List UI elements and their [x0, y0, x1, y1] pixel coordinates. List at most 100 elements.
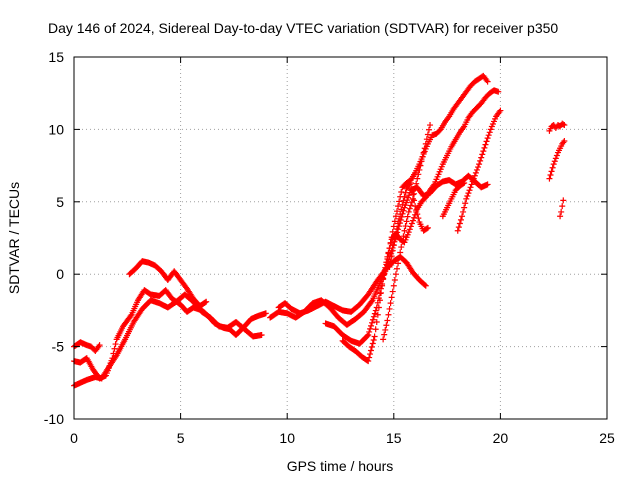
data-point: [369, 319, 376, 326]
data-point: [461, 179, 468, 186]
data-point: [550, 161, 557, 168]
data-point: [560, 121, 567, 128]
grid-lines: [74, 57, 607, 419]
series-arc-15: [557, 197, 567, 220]
data-point: [389, 288, 396, 295]
data-point: [376, 297, 383, 304]
data-point: [386, 245, 393, 252]
data-point: [478, 154, 485, 161]
data-point: [384, 317, 391, 324]
data-point: [390, 223, 397, 230]
data-point: [415, 171, 422, 178]
data-point: [407, 223, 414, 230]
data-point: [372, 326, 379, 333]
data-point: [367, 351, 374, 358]
data-point: [381, 331, 388, 338]
data-point: [402, 189, 409, 196]
data-point: [203, 298, 210, 305]
data-point: [422, 282, 429, 289]
data-point: [380, 275, 387, 282]
x-tick-label: 0: [70, 430, 78, 446]
data-point: [396, 215, 403, 222]
data-point: [423, 225, 430, 232]
data-point: [561, 137, 568, 144]
data-point: [369, 316, 376, 323]
data-point: [378, 290, 385, 297]
data-point: [382, 264, 389, 271]
data-point: [383, 322, 390, 329]
data-point: [393, 225, 400, 232]
data-point: [395, 203, 402, 210]
data-point: [471, 172, 478, 179]
data-point: [391, 218, 398, 225]
data-point: [465, 190, 472, 197]
data-point: [459, 213, 466, 220]
data-point: [371, 333, 378, 340]
data-point: [403, 218, 410, 225]
data-point: [560, 197, 567, 204]
data-point: [393, 265, 400, 272]
data-point: [548, 168, 555, 175]
data-point: [389, 247, 396, 254]
data-point: [385, 249, 392, 256]
data-point: [404, 213, 411, 220]
data-point: [380, 336, 387, 343]
series-arc-4: [126, 258, 210, 310]
data-point: [462, 200, 469, 207]
series-arc-8: [339, 87, 502, 365]
data-point: [402, 223, 409, 230]
data-point: [495, 88, 502, 95]
x-tick-label: 15: [386, 430, 402, 446]
data-point: [374, 311, 381, 318]
series-arc-13: [546, 120, 568, 134]
data-point: [372, 307, 379, 314]
data-point: [370, 336, 377, 343]
data-point: [466, 187, 473, 194]
data-point: [414, 211, 421, 218]
data-point: [484, 181, 491, 188]
y-tick-label: -10: [44, 411, 64, 427]
data-point: [425, 126, 432, 133]
data-point: [551, 158, 558, 165]
data-point: [396, 198, 403, 205]
data-point: [383, 259, 390, 266]
data-point: [385, 311, 392, 318]
x-tick-label: 10: [279, 430, 295, 446]
data-point: [368, 322, 375, 329]
data-point: [388, 253, 395, 260]
data-point: [487, 126, 494, 133]
data-point: [424, 131, 431, 138]
data-point: [484, 135, 491, 142]
data-point: [408, 220, 415, 227]
data-point: [484, 78, 491, 85]
data-point: [411, 197, 418, 204]
data-point: [392, 271, 399, 278]
series-arc-3: [71, 291, 265, 389]
data-point: [558, 208, 565, 215]
data-point: [398, 189, 405, 196]
data-point: [422, 140, 429, 147]
data-point: [395, 260, 402, 267]
data-point: [409, 217, 416, 224]
data-point: [366, 328, 373, 335]
data-point: [371, 310, 378, 317]
data-point: [421, 281, 428, 288]
data-point: [413, 180, 420, 187]
data-point: [552, 155, 559, 162]
series-arc-11: [454, 107, 504, 234]
data-point: [262, 310, 269, 317]
data-point: [387, 258, 394, 265]
data-point: [398, 206, 405, 213]
data-point: [367, 347, 374, 354]
data-point: [408, 185, 415, 192]
x-axis-label: GPS time / hours: [287, 458, 394, 474]
data-point: [387, 300, 394, 307]
data-point: [112, 341, 119, 348]
data-point: [400, 197, 407, 204]
data-points-layer: [71, 72, 568, 389]
data-point: [460, 208, 467, 215]
y-tick-label: 5: [56, 194, 64, 210]
x-tick-label: 20: [493, 430, 509, 446]
data-point: [258, 332, 265, 339]
data-point: [485, 132, 492, 139]
